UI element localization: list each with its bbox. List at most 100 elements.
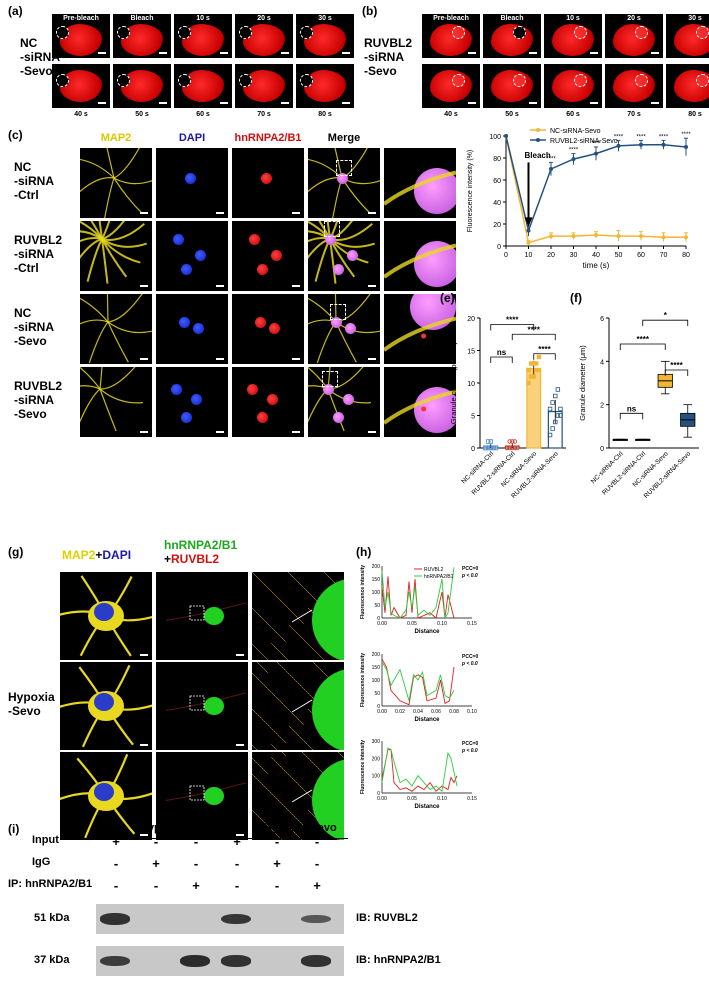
noise-pixel <box>262 618 263 619</box>
data-point <box>550 426 555 431</box>
noise-pixel <box>279 635 280 636</box>
micrograph <box>308 221 380 291</box>
noise-pixel <box>290 727 291 728</box>
noise-pixel <box>252 644 253 645</box>
noise-pixel <box>273 593 274 594</box>
noise-pixel <box>275 761 276 762</box>
noise-pixel <box>295 615 296 616</box>
channel-header: MAP2 <box>100 132 132 144</box>
scale-bar <box>651 52 659 54</box>
noise-pixel <box>284 741 285 742</box>
micrograph <box>156 662 248 750</box>
noise-pixel <box>264 584 265 585</box>
timepoint-label: 40 s <box>444 111 458 118</box>
scale-bar <box>292 212 300 214</box>
x-tick-label: 0.04 <box>413 709 423 715</box>
noise-pixel <box>292 628 293 629</box>
noise-pixel <box>268 689 269 690</box>
noise-pixel <box>278 699 279 700</box>
noise-pixel <box>290 776 291 777</box>
noise-pixel <box>285 742 286 743</box>
noise-pixel <box>267 724 268 725</box>
cond-line: -Sevo <box>14 407 47 421</box>
noise-pixel <box>281 637 282 638</box>
noise-pixel <box>277 763 278 764</box>
zoomed-nucleus <box>312 579 344 660</box>
neurite <box>107 294 143 323</box>
noise-pixel <box>310 695 311 696</box>
noise-pixel <box>278 634 279 635</box>
immunoblot-label: IB: hnRNPA2/B1 <box>356 954 441 966</box>
noise-pixel <box>308 758 309 759</box>
frap-image: 30 s <box>666 14 709 58</box>
data-point <box>555 413 561 418</box>
noise-pixel <box>309 710 310 711</box>
frap-image: 20 s <box>605 14 663 58</box>
noise-pixel <box>303 639 304 640</box>
scale-bar <box>292 285 300 287</box>
noise-pixel <box>309 795 310 796</box>
noise-pixel <box>301 738 302 739</box>
blot-band <box>180 955 210 967</box>
noise-pixel <box>255 777 256 778</box>
zoom-box <box>322 371 338 387</box>
noise-pixel <box>270 792 271 793</box>
noise-pixel <box>313 649 314 650</box>
noise-pixel <box>252 572 253 573</box>
noise-pixel <box>270 626 271 627</box>
noise-pixel <box>257 649 258 650</box>
noise-pixel <box>304 754 305 755</box>
blot-strip <box>96 946 344 976</box>
noise-pixel <box>299 635 300 636</box>
noise-pixel <box>303 753 304 754</box>
noise-pixel <box>253 759 254 760</box>
noise-pixel <box>315 817 316 818</box>
zoom-box <box>189 785 205 801</box>
noise-pixel <box>273 629 274 630</box>
noise-pixel <box>266 824 267 825</box>
nucleus <box>185 173 196 184</box>
frap-recovery-chart: 0 20 40 60 80 100 0 10 20 30 40 50 60 70 80 time (s) Flu… <box>467 128 691 270</box>
noise-pixel <box>284 604 285 605</box>
data-point <box>684 145 688 149</box>
noise-pixel <box>308 608 309 609</box>
data-point <box>483 445 488 451</box>
noise-pixel <box>295 817 296 818</box>
cond-line-3: -Sevo <box>364 64 397 78</box>
data-point <box>488 439 493 444</box>
noise-pixel <box>252 758 253 759</box>
noise-pixel <box>278 836 279 837</box>
blot-band <box>100 955 130 967</box>
profile-line <box>381 749 458 792</box>
noise-pixel <box>272 628 273 629</box>
noise-pixel <box>284 806 285 807</box>
scale-bar <box>590 52 598 54</box>
noise-pixel <box>260 717 261 718</box>
noise-pixel <box>307 643 308 644</box>
panel-label-b: (b) <box>362 4 378 18</box>
immunoblot-label: IB: RUVBL2 <box>356 912 418 924</box>
hnrnp-nucleus <box>204 607 224 625</box>
noise-pixel <box>294 679 295 680</box>
noise-pixel <box>274 594 275 595</box>
noise-pixel <box>337 839 338 840</box>
scale-bar <box>98 102 106 104</box>
noise-pixel <box>254 675 255 676</box>
noise-pixel <box>266 658 267 659</box>
noise-pixel <box>265 670 266 671</box>
noise-pixel <box>299 619 300 620</box>
nucleus <box>257 264 268 275</box>
noise-pixel <box>257 678 258 679</box>
data-point <box>485 445 491 451</box>
noise-pixel <box>289 775 290 776</box>
noise-pixel <box>312 762 313 763</box>
line-profile-chart-3: 0 100 200 300 0.00 0.05 0.10 0.15 Distance Fluore… <box>360 739 478 810</box>
nucleus <box>333 264 344 275</box>
cond-line-2: -siRNA <box>364 50 405 64</box>
data-point <box>510 439 515 444</box>
bleach-roi <box>513 74 526 87</box>
scale-bar <box>529 52 537 54</box>
timepoint-label: Bleach <box>130 15 154 22</box>
noise-pixel <box>298 719 299 720</box>
noise-pixel <box>276 648 277 649</box>
